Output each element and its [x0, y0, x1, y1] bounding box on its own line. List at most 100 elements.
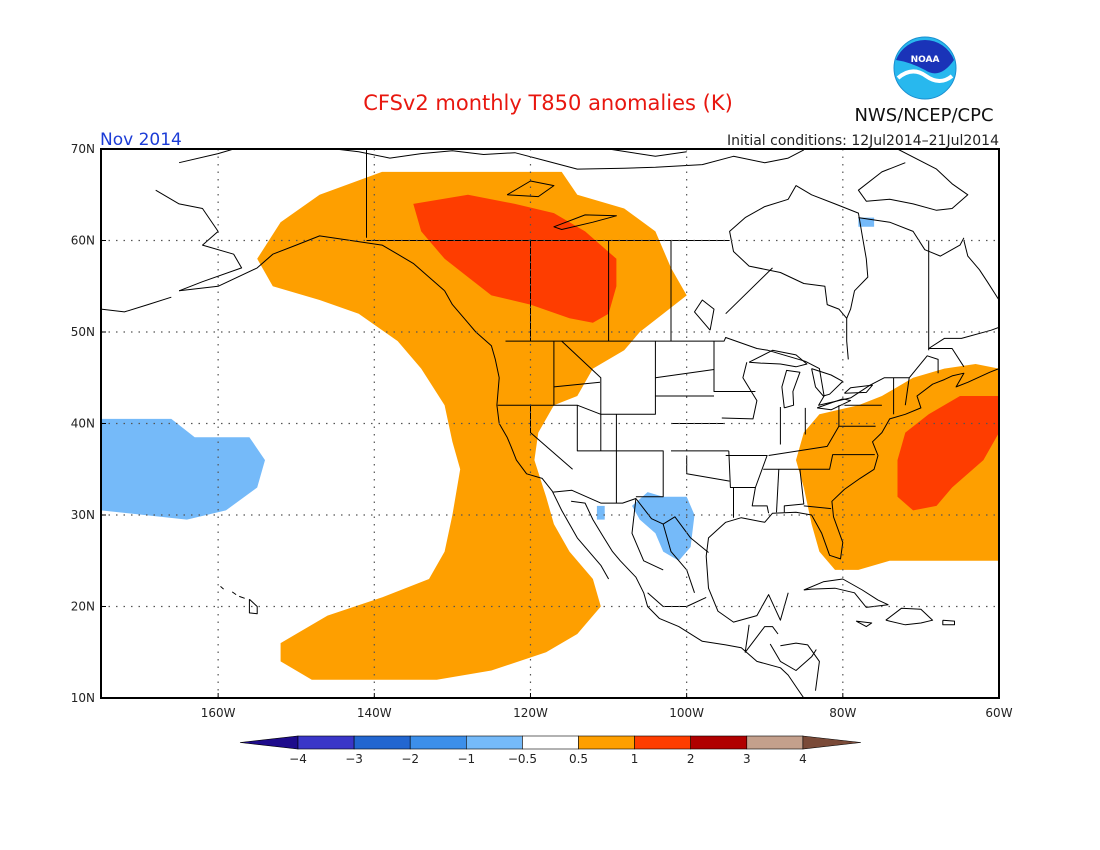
- coastline-segment: [179, 235, 445, 292]
- colorbar-bin: [522, 735, 579, 750]
- lat-tick-label: 50N: [71, 325, 95, 339]
- colorbar-label: −2: [401, 752, 419, 766]
- lon-tick-label: 160W: [201, 706, 236, 720]
- anomaly-region-5: [101, 418, 265, 520]
- coastline-segment: [248, 598, 258, 615]
- coastline-segment: [553, 340, 602, 415]
- colorbar-bin: [746, 735, 804, 750]
- coastline-segment: [963, 240, 999, 301]
- coastline-segment: [655, 369, 715, 379]
- coastline-segment: [694, 299, 715, 331]
- colorbar-label: −3: [345, 752, 363, 766]
- coastline-segment: [769, 643, 817, 671]
- coastline-segment: [858, 217, 965, 257]
- coastline-segment: [662, 523, 695, 593]
- coastline-segment: [220, 586, 224, 590]
- lon-tick-label: 100W: [669, 706, 704, 720]
- coastline-segment: [751, 487, 770, 514]
- coastline-segment: [178, 149, 805, 170]
- coastline-segment: [763, 454, 875, 470]
- colorbar-bin: [409, 735, 467, 750]
- coastline-segment: [155, 189, 243, 292]
- colorbar-bin: [578, 735, 635, 750]
- colorbar-label: 4: [799, 752, 807, 766]
- colorbar-label: 1: [631, 752, 639, 766]
- coastline-segment: [744, 624, 779, 653]
- coastline-segment: [729, 185, 869, 319]
- anomaly-layer: [101, 171, 999, 680]
- coastline-segment: [553, 489, 709, 553]
- lon-tick-label: 80W: [829, 706, 856, 720]
- initial-conditions-label: Initial conditions: 12Jul2014–21Jul2014: [727, 133, 999, 149]
- coastline-segment: [857, 149, 969, 211]
- colorbar-bin: [690, 735, 748, 750]
- coastline-segment: [231, 591, 237, 596]
- coastline-segment: [239, 595, 245, 599]
- map-panel: 160W 140W 120W 100W 80W 60W 10N 20N 30N 40N 50N 60N…: [71, 142, 1013, 720]
- coastline-segment: [928, 326, 999, 368]
- coastline-segment: [506, 180, 555, 198]
- lon-tick-label: 60W: [985, 706, 1012, 720]
- lat-tick-label: 20N: [71, 600, 95, 614]
- coastline-segment: [571, 500, 805, 698]
- coastline-segment: [576, 405, 617, 504]
- period-label: Nov 2014: [100, 130, 182, 150]
- lon-tick-label: 120W: [513, 706, 548, 720]
- coastline-segment: [553, 214, 617, 230]
- coastline-segment: [725, 267, 773, 315]
- graticule-layer: [101, 149, 999, 698]
- colorbar-bin: [634, 735, 691, 750]
- colorbar-label: −4: [289, 752, 307, 766]
- colorbar-label: −1: [457, 752, 475, 766]
- coastline-segment: [705, 368, 999, 623]
- coastline-segment: [942, 619, 955, 626]
- colorbar-label: 2: [687, 752, 695, 766]
- coastline-segment: [846, 318, 849, 360]
- colorbar-label: −0.5: [508, 752, 537, 766]
- coastline-segment: [600, 341, 656, 451]
- colorbar: −4 −3 −2 −1 −0.5 0.5 1 2 3 4: [239, 735, 861, 766]
- coastline-segment: [608, 149, 687, 157]
- coastline-segment: [781, 369, 801, 409]
- colorbar-label: 3: [743, 752, 751, 766]
- coastline-segment: [780, 642, 820, 691]
- colorbar-bin: [353, 735, 411, 750]
- coastline-segment: [904, 377, 910, 406]
- agency-label: NWS/NCEP/CPC: [854, 105, 993, 126]
- coastline-segment: [505, 337, 939, 406]
- coastline-segment: [647, 592, 707, 607]
- anomaly-region-6: [632, 492, 695, 561]
- lat-tick-label: 40N: [71, 417, 95, 431]
- coastline-segment: [776, 469, 780, 513]
- colorbar-label: 0.5: [569, 752, 588, 766]
- lon-tick-label: 140W: [357, 706, 392, 720]
- coastline-segment: [768, 425, 876, 456]
- coastline-segment: [686, 455, 730, 482]
- coastline-segment: [855, 620, 873, 628]
- colorbar-bin: [297, 735, 355, 750]
- coastline-segment: [615, 414, 664, 498]
- anomaly-region-7: [596, 505, 605, 520]
- coastline-segment: [748, 349, 808, 368]
- coastline-segment: [803, 578, 889, 608]
- coastline-segment: [885, 607, 934, 626]
- coastline-segment: [783, 469, 805, 513]
- axis-labels: 160W 140W 120W 100W 80W 60W 10N 20N 30N 40N 50N 60N…: [71, 142, 1013, 720]
- noaa-logo-icon: NOAA: [893, 36, 957, 100]
- colorbar-bin: [465, 735, 523, 750]
- map-title: CFSv2 monthly T850 anomalies (K): [363, 91, 733, 115]
- coastline-segment: [803, 505, 832, 510]
- lat-tick-label: 10N: [71, 691, 95, 705]
- coastline-segment: [553, 381, 601, 388]
- coastline-segment: [101, 296, 172, 313]
- lat-tick-label: 70N: [71, 142, 95, 156]
- noaa-logo-text: NOAA: [911, 55, 940, 65]
- anomaly-region-2: [413, 194, 617, 323]
- coastline-segment: [631, 498, 664, 571]
- coastline-segment: [721, 362, 758, 420]
- coastline-segment: [530, 405, 573, 470]
- colorbar-underflow: [239, 735, 299, 750]
- lat-tick-label: 60N: [71, 234, 95, 248]
- anomaly-region-4: [897, 396, 999, 511]
